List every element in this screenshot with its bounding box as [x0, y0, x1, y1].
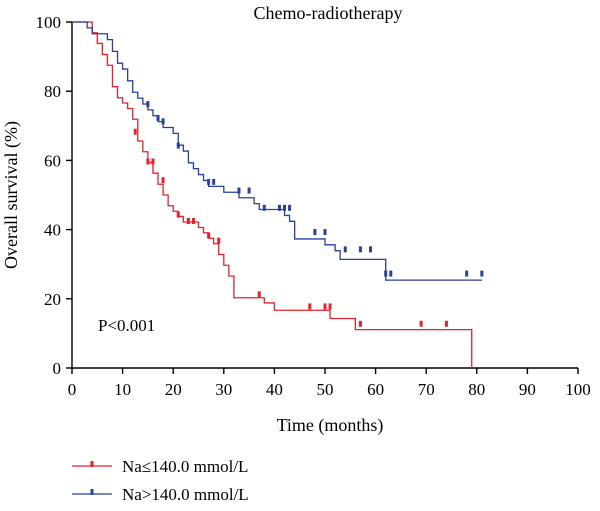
y-tick-label: 40: [44, 221, 61, 240]
legend-item-1: Na>140.0 mmol/L: [72, 485, 249, 504]
y-tick-label: 100: [36, 13, 62, 32]
chart-title: Chemo-radiotherapy: [254, 3, 403, 23]
x-tick-label: 80: [468, 380, 485, 399]
x-tick-label: 20: [165, 380, 182, 399]
x-tick-label: 10: [114, 380, 131, 399]
x-tick-label: 40: [266, 380, 283, 399]
p-value-annotation: P<0.001: [98, 316, 155, 335]
y-tick-label: 80: [44, 82, 61, 101]
y-tick-label: 60: [44, 151, 61, 170]
survival-curve-0: [72, 21, 473, 368]
survival-curve-1: [72, 21, 482, 281]
x-tick-label: 100: [565, 380, 591, 399]
plot-area: [72, 21, 484, 368]
x-tick-label: 50: [317, 380, 334, 399]
legend-item-0: Na≤140.0 mmol/L: [72, 457, 248, 476]
x-axis-label: Time (months): [277, 415, 384, 436]
y-tick-label: 0: [53, 359, 62, 378]
axis-ticks: 0 10 20 30 40 50 60 70 80 90 100 0 20 40 60 80 100: [36, 13, 591, 399]
x-tick-label: 30: [215, 380, 232, 399]
x-tick-label: 90: [519, 380, 536, 399]
y-tick-label: 20: [44, 290, 61, 309]
x-tick-label: 0: [68, 380, 77, 399]
x-tick-label: 60: [367, 380, 384, 399]
x-tick-label: 70: [418, 380, 435, 399]
legend-label-0: Na≤140.0 mmol/L: [122, 457, 248, 476]
y-axis-label: Overall survival (%): [1, 121, 22, 269]
legend-label-1: Na>140.0 mmol/L: [122, 485, 249, 504]
legend: Na≤140.0 mmol/L Na>140.0 mmol/L: [72, 457, 249, 504]
